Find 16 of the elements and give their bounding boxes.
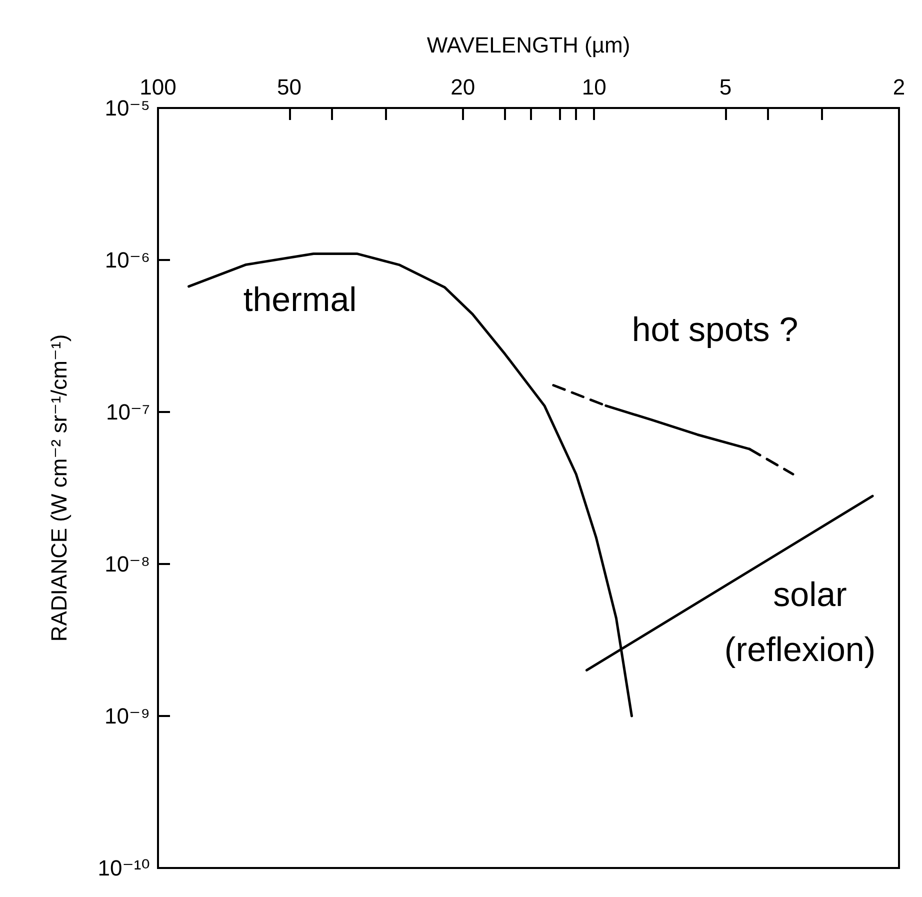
- x-tick-label: 50: [277, 74, 302, 100]
- y-tick-label: 10⁻¹⁰: [98, 856, 150, 880]
- y-tick-label: 10⁻⁹: [104, 704, 150, 728]
- annotation: (reflexion): [724, 631, 876, 669]
- y-axis-title: RADIANCE (W cm⁻² sr⁻¹/cm⁻¹): [46, 334, 72, 642]
- annotation: thermal: [243, 281, 357, 319]
- y-tick-label: 10⁻⁶: [104, 248, 150, 272]
- x-tick-label: 10: [582, 74, 606, 100]
- annotation: solar: [773, 576, 847, 614]
- y-tick-label: 10⁻⁷: [106, 400, 150, 424]
- x-tick-label: 2: [892, 74, 906, 100]
- x-tick-label: 5: [719, 74, 732, 100]
- annotation: hot spots ?: [632, 311, 798, 349]
- x-axis-title: WAVELENGTH (µm): [426, 32, 630, 58]
- x-tick-label: 20: [450, 74, 476, 100]
- y-tick-label: 10⁻⁸: [104, 552, 150, 576]
